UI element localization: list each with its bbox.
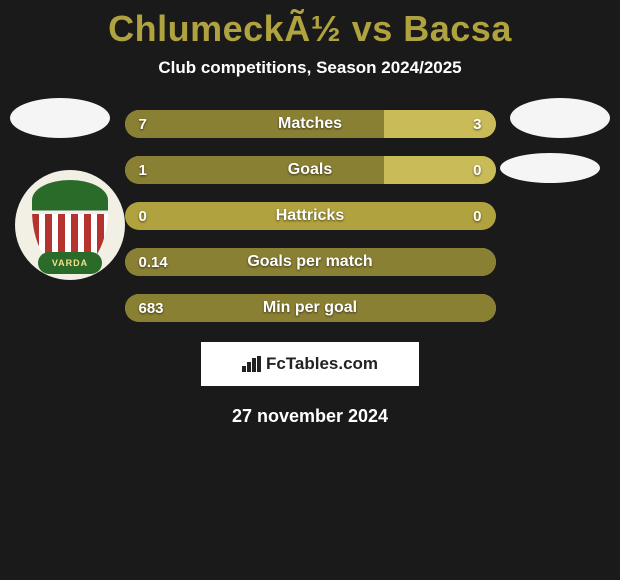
stat-bar-row: 7Matches3: [125, 110, 496, 138]
date-label: 27 november 2024: [0, 406, 620, 427]
bar-right-value: 0: [473, 162, 481, 179]
crest-banner-text: VARDA: [38, 252, 102, 274]
bar-label: Matches: [125, 115, 496, 133]
club-right-placeholder-icon: [500, 153, 600, 183]
bar-label: Goals: [125, 161, 496, 179]
bar-label: Min per goal: [125, 299, 496, 317]
watermark-text: FcTables.com: [266, 354, 378, 374]
stat-bar-row: 683Min per goal: [125, 294, 496, 322]
watermark: FcTables.com: [201, 342, 419, 386]
player-left-placeholder-icon: [10, 98, 110, 138]
stat-bar-row: 0.14Goals per match: [125, 248, 496, 276]
club-left-logo: VARDA: [15, 170, 125, 280]
bar-label: Goals per match: [125, 253, 496, 271]
bar-right-value: 0: [473, 208, 481, 225]
player-right-placeholder-icon: [510, 98, 610, 138]
subtitle: Club competitions, Season 2024/2025: [0, 58, 620, 78]
stat-bar-row: 0Hattricks0: [125, 202, 496, 230]
stat-bar-row: 1Goals0: [125, 156, 496, 184]
club-crest-icon: VARDA: [32, 180, 108, 270]
comparison-content: VARDA 7Matches31Goals00Hattricks00.14Goa…: [0, 110, 620, 427]
bar-label: Hattricks: [125, 207, 496, 225]
bar-chart-icon: [242, 356, 262, 372]
bar-right-value: 3: [473, 116, 481, 133]
page-title: ChlumeckÃ½ vs Bacsa: [0, 0, 620, 50]
